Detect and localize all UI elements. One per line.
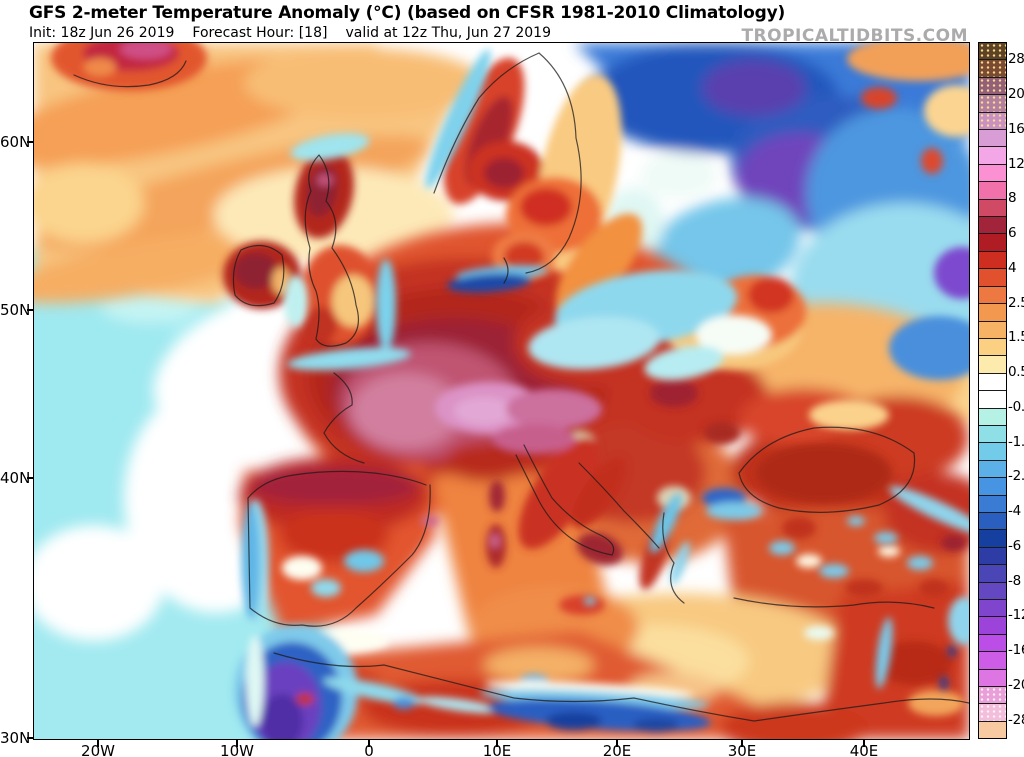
colorbar-tick-label: -4 <box>1008 503 1021 520</box>
colorbar-tick-label: 6 <box>1008 225 1017 242</box>
colorbar-tick-label: 4 <box>1008 259 1017 276</box>
lat-tick <box>27 737 34 739</box>
lat-tick <box>27 309 34 311</box>
lon-tick-label: 20E <box>602 742 632 757</box>
colorbar-segment <box>979 407 1006 425</box>
colorbar-segment <box>979 424 1006 443</box>
colorbar-tick-label: 2.5 <box>1008 294 1024 311</box>
colorbar-segment <box>979 703 1006 721</box>
colorbar-segment <box>979 720 1006 739</box>
colorbar-segment <box>979 616 1006 634</box>
colorbar-segment <box>979 668 1006 687</box>
colorbar-segment <box>979 233 1006 251</box>
colorbar-segment <box>979 529 1006 547</box>
map-frame <box>33 42 970 740</box>
watermark-tropicaltidbits: TROPICALTIDBITS.COM <box>741 26 968 46</box>
colorbar-tick-label: -2.5 <box>1008 468 1024 485</box>
colorbar-segment <box>979 355 1006 373</box>
lon-tick-label: 10E <box>482 742 512 757</box>
colorbar-segment <box>979 599 1006 617</box>
colorbar-segment <box>979 43 1006 60</box>
colorbar-segment <box>979 581 1006 599</box>
colorbar-segment <box>979 268 1006 286</box>
lon-tick-label: 10W <box>220 742 254 757</box>
colorbar-segment <box>979 337 1006 356</box>
colorbar-segment <box>979 686 1006 704</box>
colorbar-segment <box>979 442 1006 460</box>
colorbar-segment <box>979 633 1006 652</box>
colorbar-segment <box>979 163 1006 182</box>
lon-tick <box>97 740 99 747</box>
valid-time: valid at 12z Thu, Jun 27 2019 <box>345 25 551 41</box>
colorbar-segment <box>979 198 1006 217</box>
forecast-hour: Forecast Hour: [18] <box>192 25 328 41</box>
run-info-line: Init: 18z Jun 26 2019 Forecast Hour: [18]… <box>29 25 569 41</box>
colorbar-tick-label: 8 <box>1008 190 1017 207</box>
lon-tick <box>368 740 370 747</box>
colorbar-segment <box>979 651 1006 669</box>
colorbar-segment <box>979 76 1006 95</box>
colorbar-tick-label: 16 <box>1008 120 1024 137</box>
lat-tick-label: 40N <box>0 469 31 487</box>
colorbar-segment <box>979 494 1006 512</box>
colorbar-tick-label: -16 <box>1008 642 1024 659</box>
colorbar-segment <box>979 250 1006 269</box>
colorbar-segment <box>979 146 1006 164</box>
colorbar-segment <box>979 390 1006 408</box>
colorbar-segment <box>979 372 1006 391</box>
lon-tick <box>863 740 865 747</box>
colorbar-segment <box>979 511 1006 530</box>
lon-tick-label: 0 <box>364 742 374 757</box>
colorbar-tick-label: -8 <box>1008 572 1021 589</box>
lat-tick <box>27 477 34 479</box>
colorbar-tick-label: -12 <box>1008 607 1024 624</box>
colorbar-segment <box>979 546 1006 565</box>
lon-tick <box>496 740 498 747</box>
colorbar-segment <box>979 285 1006 304</box>
lat-tick-label: 50N <box>0 301 31 319</box>
lon-tick-label: 30E <box>727 742 757 757</box>
colorbar-segment <box>979 111 1006 130</box>
region-atlantic-warm-streaks <box>34 43 484 304</box>
colorbar-segment <box>979 129 1006 147</box>
page-title: GFS 2-meter Temperature Anomaly (°C) (ba… <box>29 3 786 23</box>
colorbar-segment <box>979 564 1006 582</box>
colorbar-tick-label: -6 <box>1008 537 1021 554</box>
lat-tick <box>27 141 34 143</box>
region-cool-details <box>234 49 969 739</box>
colorbar-tick-label: 1.5 <box>1008 329 1024 346</box>
colorbar-tick-label: -20 <box>1008 676 1024 693</box>
lat-tick-label: 60N <box>0 133 31 151</box>
lon-tick-label: 40E <box>849 742 879 757</box>
colorbar-segment <box>979 181 1006 199</box>
colorbar-tick-label: 20 <box>1008 86 1024 103</box>
colorbar-tick-label: -0.5 <box>1008 398 1024 415</box>
colorbar-segment <box>979 216 1006 234</box>
colorbar-tick-label: 12 <box>1008 155 1024 172</box>
anomaly-map <box>34 43 969 739</box>
colorbar-tick-label: -1.5 <box>1008 433 1024 450</box>
colorbar-tick-label: 0.5 <box>1008 364 1024 381</box>
lon-tick <box>616 740 618 747</box>
lon-tick <box>741 740 743 747</box>
init-time: Init: 18z Jun 26 2019 <box>29 25 175 41</box>
colorbar-segment <box>979 459 1006 478</box>
lon-tick <box>236 740 238 747</box>
colorbar <box>978 42 1007 739</box>
colorbar-segment <box>979 477 1006 495</box>
colorbar-segment <box>979 94 1006 112</box>
colorbar-segment <box>979 59 1006 77</box>
lon-tick-label: 20W <box>81 742 115 757</box>
colorbar-tick-label: 28 <box>1008 51 1024 68</box>
coastlines <box>73 52 969 722</box>
colorbar-tick-label: -28 <box>1008 711 1024 728</box>
colorbar-segment <box>979 320 1006 338</box>
colorbar-segment <box>979 303 1006 321</box>
lat-tick-label: 30N <box>0 729 31 747</box>
